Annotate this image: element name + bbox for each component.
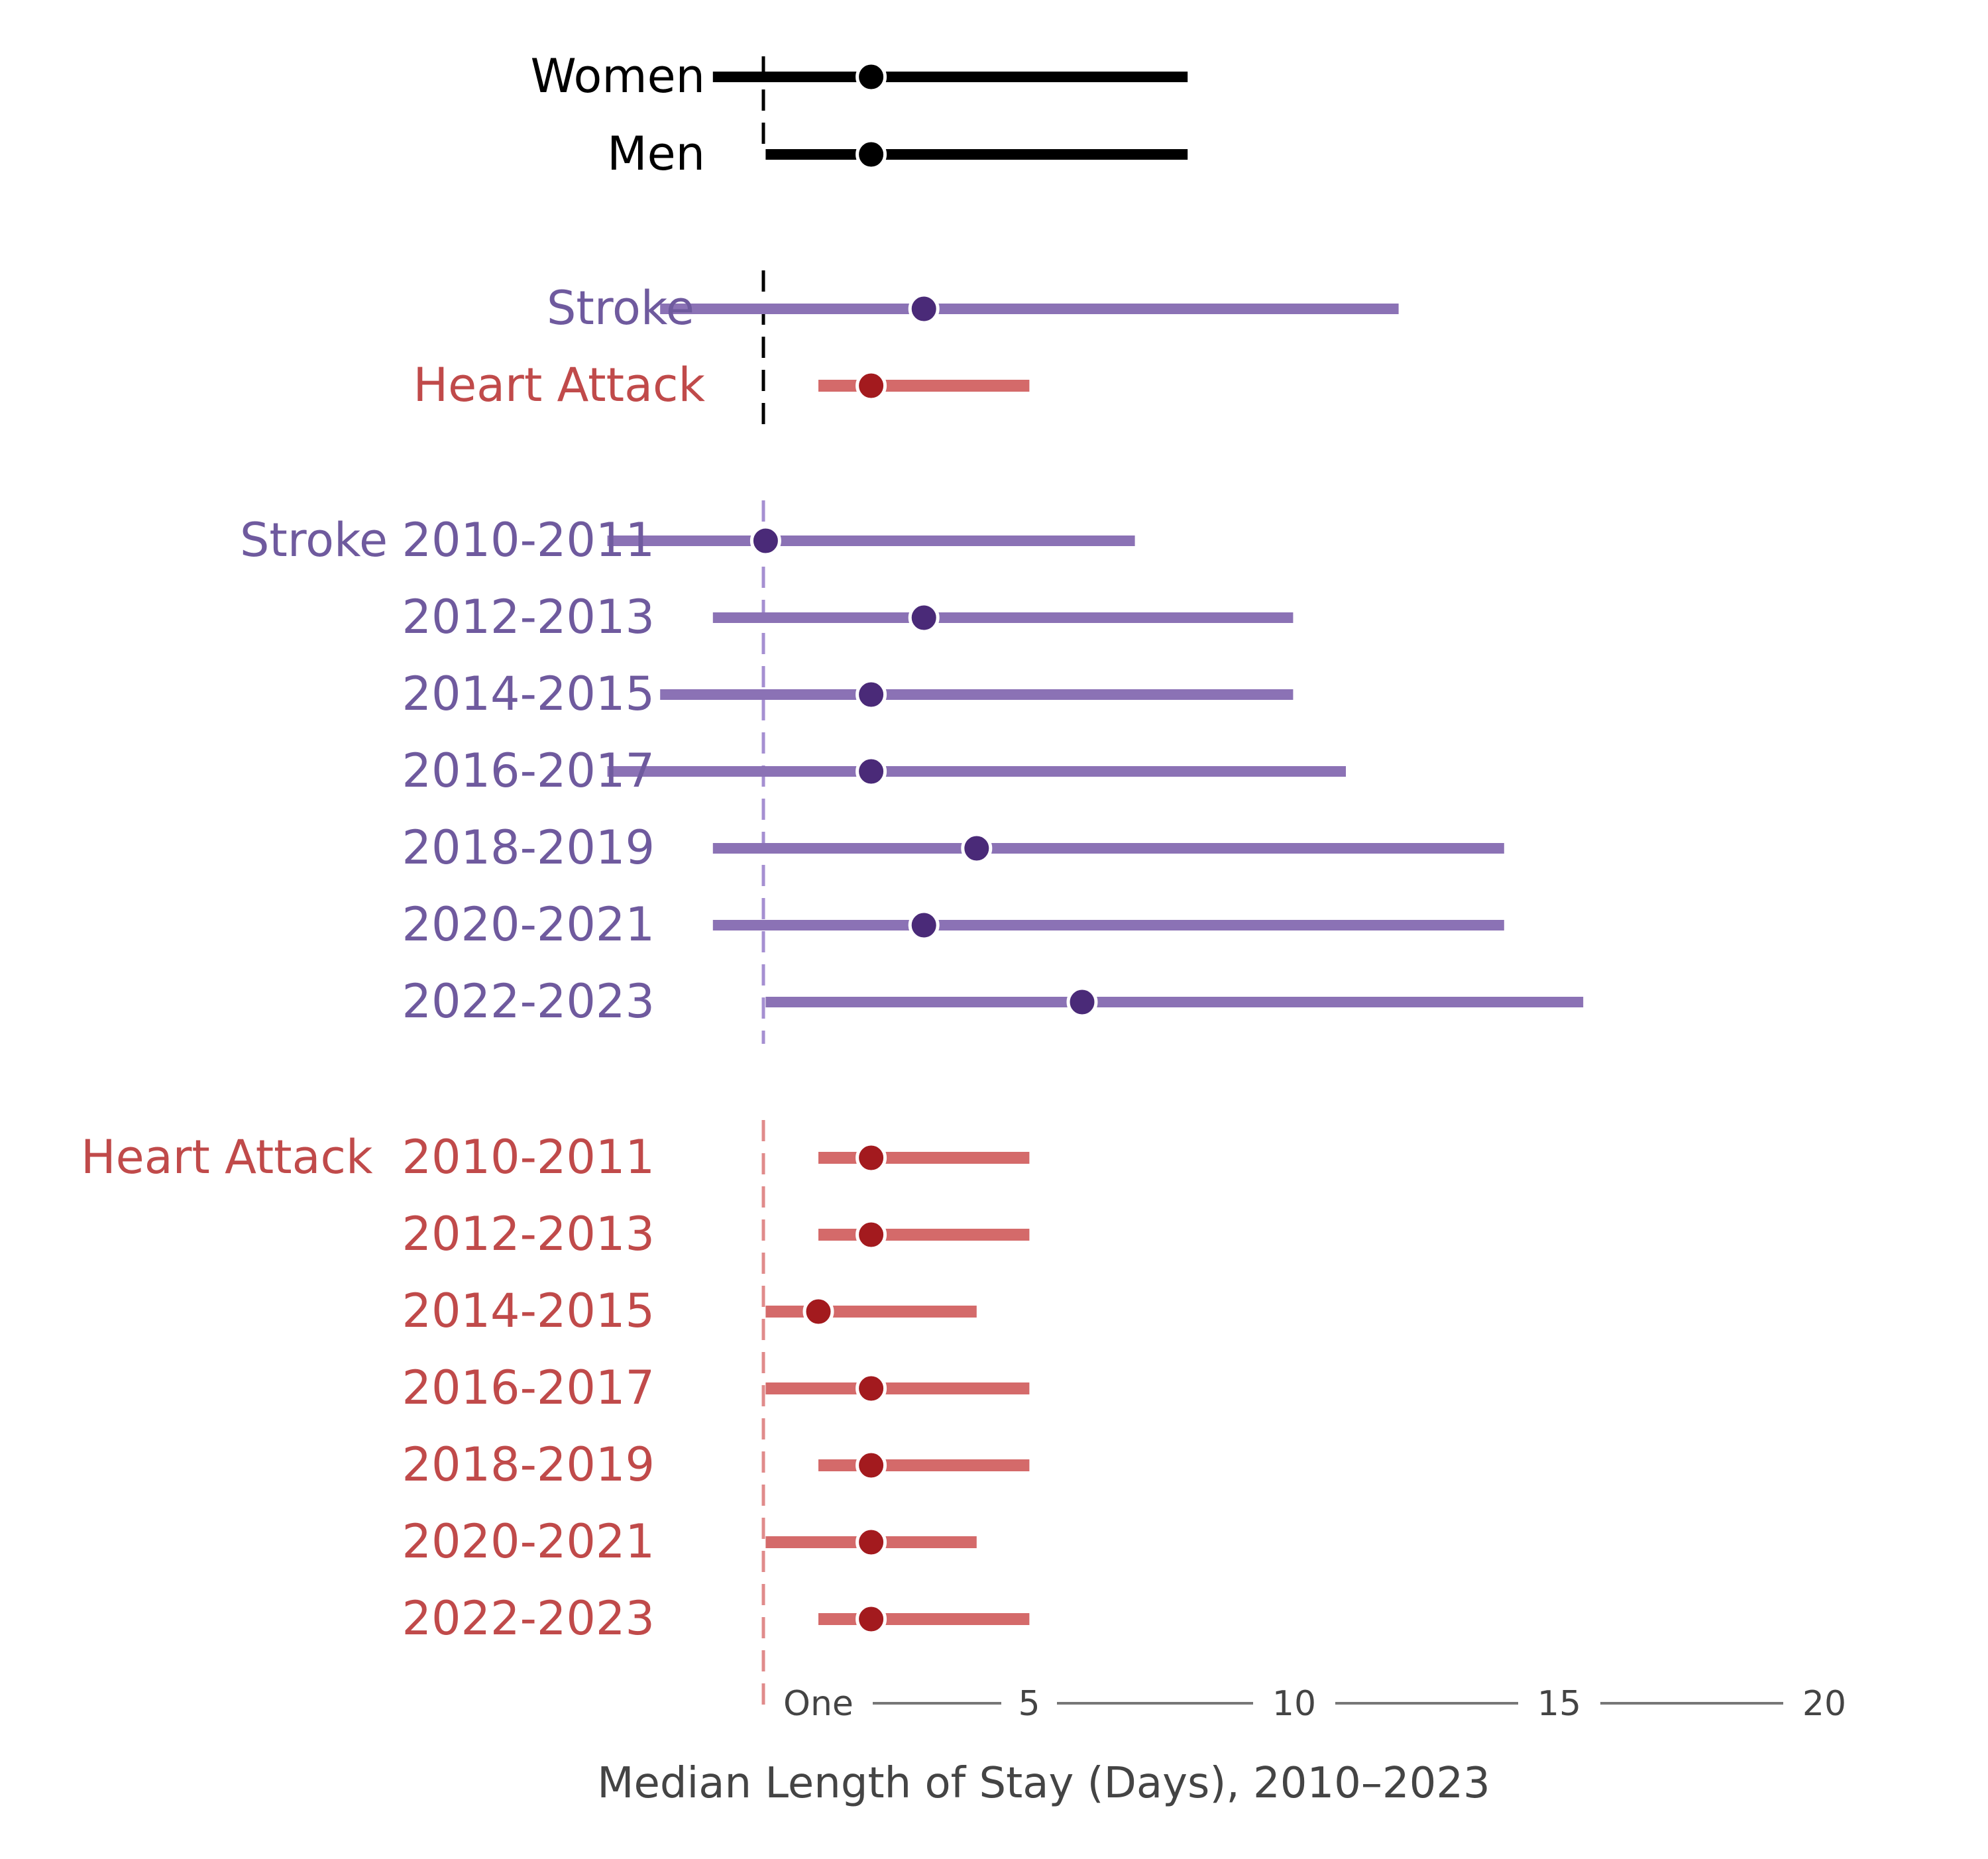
median-dot-group-0-women xyxy=(856,61,887,93)
row-label-group-1-heart-attack: Heart Attack xyxy=(413,358,705,412)
row-label-stroke-2020-2021: 2020-2021 xyxy=(402,897,655,952)
row-label-group-1-stroke: Stroke xyxy=(547,281,694,335)
median-dot-stroke-2010-2011 xyxy=(749,525,781,557)
median-dot-stroke-2012-2013 xyxy=(908,602,940,634)
x-tick-label-one: One xyxy=(783,1684,854,1724)
x-axis-title: Median Length of Stay (Days), 2010–2023 xyxy=(597,1759,1490,1808)
row-label-stroke-2022-2023: 2022-2023 xyxy=(402,974,655,1029)
group-label-heart-attack: Heart Attack xyxy=(81,1130,373,1184)
row-label-stroke-2016-2017: 2016-2017 xyxy=(402,744,655,798)
median-dot-stroke-2014-2015 xyxy=(856,679,887,710)
median-dot-heart-attack-2022-2023 xyxy=(856,1603,887,1635)
median-dot-heart-attack-2016-2017 xyxy=(856,1373,887,1404)
row-label-heart-attack-2022-2023: 2022-2023 xyxy=(402,1591,655,1646)
row-label-heart-attack-2016-2017: 2016-2017 xyxy=(402,1361,655,1415)
median-dots xyxy=(749,61,1098,1635)
median-dot-stroke-2016-2017 xyxy=(856,756,887,787)
x-tick-label-20: 20 xyxy=(1802,1684,1846,1724)
x-tick-label-10: 10 xyxy=(1272,1684,1316,1724)
row-label-stroke-2012-2013: 2012-2013 xyxy=(402,590,655,644)
median-dot-heart-attack-2010-2011 xyxy=(856,1142,887,1174)
median-dot-heart-attack-2018-2019 xyxy=(856,1449,887,1481)
x-tick-label-15: 15 xyxy=(1537,1684,1581,1724)
row-label-heart-attack-2012-2013: 2012-2013 xyxy=(402,1207,655,1261)
median-dot-group-1-stroke xyxy=(908,293,940,325)
range-lines xyxy=(607,72,1584,1625)
group-label-stroke: Stroke xyxy=(240,513,388,567)
median-dot-stroke-2022-2023 xyxy=(1066,986,1098,1018)
row-labels: Women Men Stroke Heart Attack Stroke 2010-201… xyxy=(81,49,705,1646)
row-label-heart-attack-2010-2011: 2010-2011 xyxy=(402,1130,655,1184)
row-label-heart-attack-2014-2015: 2014-2015 xyxy=(402,1284,655,1338)
row-label-group-0-men: Men xyxy=(607,127,705,181)
x-axis: One 5 10 15 20 xyxy=(783,1684,1846,1724)
median-dot-stroke-2018-2019 xyxy=(961,832,993,864)
row-label-stroke-2018-2019: 2018-2019 xyxy=(402,820,655,875)
row-label-stroke-2014-2015: 2014-2015 xyxy=(402,667,655,721)
row-label-stroke-2010-2011: 2010-2011 xyxy=(402,513,655,567)
median-dot-heart-attack-2012-2013 xyxy=(856,1219,887,1251)
row-label-group-0-women: Women xyxy=(530,49,705,103)
row-label-heart-attack-2020-2021: 2020-2021 xyxy=(402,1514,655,1569)
median-dot-heart-attack-2020-2021 xyxy=(856,1526,887,1558)
median-dot-group-1-heart-attack xyxy=(856,370,887,402)
median-dot-group-0-men xyxy=(856,139,887,170)
median-dot-heart-attack-2014-2015 xyxy=(802,1296,834,1327)
row-label-heart-attack-2018-2019: 2018-2019 xyxy=(402,1437,655,1492)
x-tick-label-5: 5 xyxy=(1018,1684,1040,1724)
median-dot-stroke-2020-2021 xyxy=(908,909,940,941)
